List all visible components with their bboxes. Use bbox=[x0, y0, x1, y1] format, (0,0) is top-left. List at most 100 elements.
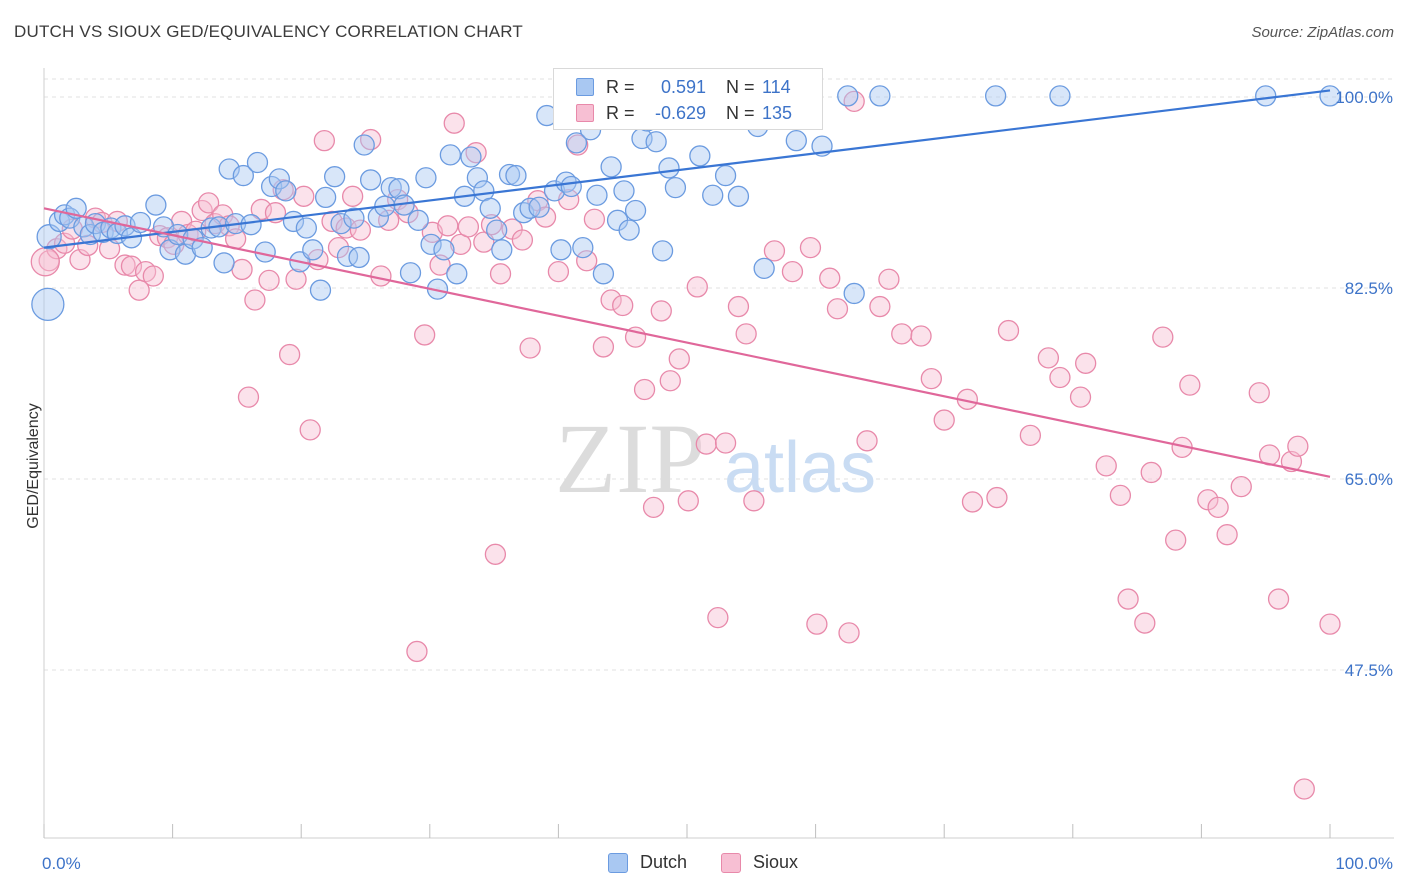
dutch-point bbox=[218, 158, 240, 180]
dutch-point bbox=[479, 197, 501, 219]
dutch-legend-swatch bbox=[607, 852, 628, 873]
sioux-point bbox=[1140, 461, 1162, 484]
sioux-point bbox=[1216, 524, 1238, 546]
dutch-point bbox=[460, 146, 482, 168]
trend-lines bbox=[43, 89, 1331, 478]
dutch-point bbox=[1255, 85, 1277, 107]
axes bbox=[43, 68, 1394, 839]
sioux-point bbox=[197, 192, 220, 214]
sioux-point bbox=[511, 229, 534, 251]
sioux-trend-line bbox=[43, 207, 1331, 478]
sioux-point bbox=[826, 298, 849, 320]
sioux-point bbox=[1319, 613, 1341, 635]
sioux-point bbox=[489, 263, 512, 285]
sioux-legend-swatch bbox=[721, 852, 741, 873]
sioux-point bbox=[1152, 326, 1174, 348]
sioux-point bbox=[114, 254, 136, 276]
dutch-point bbox=[275, 180, 297, 202]
sioux-point bbox=[278, 343, 301, 366]
sioux-point bbox=[484, 543, 507, 565]
sioux-point bbox=[237, 386, 260, 408]
dutch-point bbox=[246, 151, 269, 174]
sioux-point bbox=[838, 622, 860, 644]
sioux-point bbox=[727, 295, 750, 318]
sioux-point bbox=[920, 367, 942, 390]
sioux-point bbox=[313, 130, 335, 152]
sioux-point bbox=[781, 260, 804, 283]
x-tick-labels: 0.0% 100.0% bbox=[42, 854, 1393, 873]
sioux-point bbox=[961, 491, 984, 513]
dutch-point bbox=[31, 287, 65, 322]
sioux-point bbox=[293, 185, 315, 207]
sioux-point bbox=[891, 323, 913, 345]
dutch-point bbox=[727, 185, 750, 207]
sioux-point bbox=[349, 219, 372, 241]
dutch-point bbox=[651, 240, 674, 262]
sioux-point bbox=[600, 289, 622, 311]
sioux-point bbox=[878, 268, 900, 290]
dutch-point bbox=[439, 144, 462, 166]
sioux-point bbox=[142, 265, 164, 287]
sioux-point bbox=[30, 247, 60, 277]
dutch-point bbox=[268, 168, 290, 190]
y-axis-label: GED/Equivalency bbox=[25, 403, 42, 528]
sioux-point bbox=[763, 240, 786, 262]
sioux-point bbox=[327, 236, 350, 259]
sioux-point bbox=[1287, 435, 1309, 457]
dutch-points bbox=[31, 85, 1341, 322]
dutch-point bbox=[433, 239, 455, 261]
dutch-point bbox=[309, 279, 332, 301]
chart-title: DUTCH VS SIOUX GED/EQUIVALENCY CORRELATI… bbox=[14, 22, 523, 41]
dutch-point bbox=[466, 167, 489, 189]
dutch-point bbox=[565, 132, 588, 154]
legend-item-dutch[interactable]: Dutch bbox=[607, 852, 687, 873]
dutch-point bbox=[353, 134, 375, 156]
sioux-point bbox=[799, 236, 822, 259]
dutch-point bbox=[348, 246, 370, 269]
stats-legend: R = 0.591 N = 114 R = -0.629 N = 135 bbox=[553, 68, 823, 130]
dutch-point bbox=[658, 157, 680, 179]
dutch-swatch bbox=[576, 78, 594, 96]
n-label: N = bbox=[726, 102, 755, 123]
sioux-point bbox=[1267, 588, 1290, 610]
sioux-point bbox=[1049, 366, 1071, 389]
dutch-point bbox=[528, 196, 550, 218]
dutch-point bbox=[323, 166, 346, 188]
chart-source: Source: ZipAtlas.com bbox=[1251, 24, 1394, 41]
sioux-swatch bbox=[576, 104, 594, 122]
sioux-point bbox=[128, 279, 150, 301]
r-label: R = bbox=[606, 76, 635, 97]
dutch-point bbox=[240, 214, 262, 236]
legend-item-sioux[interactable]: Sioux bbox=[721, 852, 798, 873]
sioux-point bbox=[592, 336, 615, 358]
sioux-point bbox=[406, 640, 428, 663]
sioux-point bbox=[244, 289, 266, 311]
dutch-point bbox=[407, 209, 429, 231]
legend-row-dutch: R = 0.591 N = 114 bbox=[576, 74, 791, 100]
dutch-point bbox=[359, 169, 382, 191]
sioux-point bbox=[714, 432, 737, 454]
sioux-point bbox=[650, 300, 672, 322]
dutch-point bbox=[295, 217, 317, 239]
dutch-point bbox=[415, 167, 437, 189]
legend-label-sioux: Sioux bbox=[753, 852, 799, 872]
sioux-point bbox=[1095, 455, 1117, 477]
dutch-point bbox=[664, 176, 687, 199]
dutch-point bbox=[486, 219, 508, 241]
sioux-point bbox=[1117, 588, 1139, 610]
sioux-point bbox=[642, 496, 665, 519]
sioux-point bbox=[457, 216, 480, 238]
dutch-point bbox=[1049, 85, 1071, 107]
dutch-point bbox=[624, 199, 647, 222]
sioux-point bbox=[576, 250, 598, 272]
sioux-point bbox=[250, 198, 272, 221]
dutch-point bbox=[505, 164, 527, 187]
sioux-point bbox=[1075, 352, 1097, 374]
dutch-point bbox=[572, 236, 594, 259]
sioux-point bbox=[707, 606, 729, 629]
sioux-point bbox=[1248, 382, 1270, 404]
dutch-point bbox=[491, 239, 513, 261]
series-legend: Dutch Sioux bbox=[0, 852, 1406, 873]
sioux-point bbox=[299, 419, 321, 441]
